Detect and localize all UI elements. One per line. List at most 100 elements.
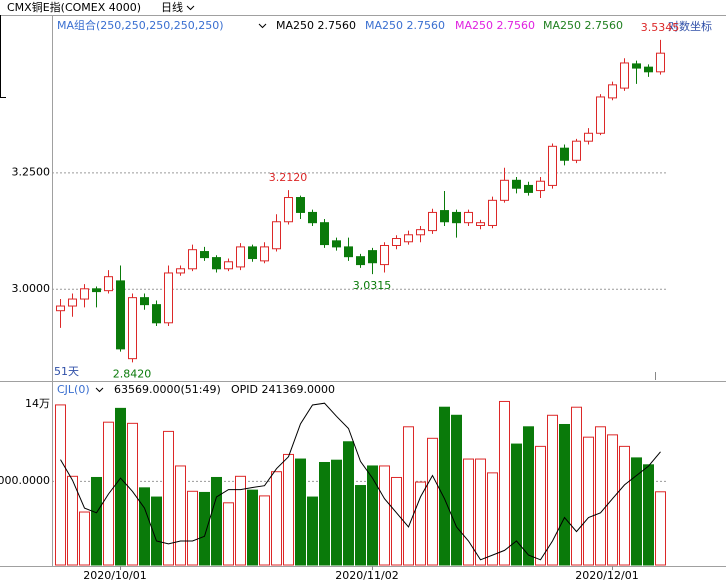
volume-bar	[91, 476, 102, 566]
candle-body	[464, 211, 473, 224]
candle-body	[152, 304, 161, 324]
candle-body	[524, 184, 533, 193]
volume-bar	[403, 426, 414, 566]
candle-body	[572, 140, 581, 161]
period-selector[interactable]: 日线	[161, 0, 183, 14]
dropdown-chevron[interactable]	[95, 387, 104, 393]
scale-toggle[interactable]: 对数坐标	[668, 19, 712, 33]
volume-bar	[415, 481, 426, 566]
candle-body	[620, 62, 629, 89]
candle-body	[356, 256, 365, 266]
candle-body	[116, 280, 125, 350]
candle-body	[476, 222, 485, 226]
candle-body	[380, 244, 389, 266]
y-tick-label: 3.0000	[12, 282, 51, 295]
candle-body	[428, 211, 437, 232]
candle-body	[224, 261, 233, 270]
volume-bar	[547, 414, 558, 566]
volume-bar	[463, 458, 474, 566]
volume-bar	[139, 487, 150, 566]
volume-bar	[163, 430, 174, 566]
candle-body	[308, 211, 317, 224]
candle-body	[92, 288, 101, 293]
volume-bar	[271, 471, 282, 566]
x-tick-label: 2020/10/01	[83, 569, 146, 582]
candle-body	[260, 246, 269, 262]
volume-bar	[151, 496, 162, 566]
dropdown-chevron[interactable]	[186, 5, 195, 11]
volume-bar	[571, 406, 582, 566]
candle-body	[368, 250, 377, 264]
candle-body	[392, 238, 401, 246]
volume-bar	[391, 476, 402, 566]
volume-bar	[643, 464, 654, 566]
candle-body	[452, 211, 461, 224]
volume-bar	[307, 496, 318, 566]
x-tick-label: 2020/11/02	[335, 569, 398, 582]
volume-bar	[355, 485, 366, 566]
volume-bar	[259, 495, 270, 566]
candle-body	[248, 246, 257, 260]
volume-bar	[595, 426, 606, 566]
candle-body	[140, 297, 149, 306]
candle-body	[128, 297, 137, 360]
candle-body	[560, 147, 569, 161]
volume-readout: 63569.0000(51:49)	[114, 383, 221, 396]
dropdown-chevron[interactable]	[258, 23, 267, 29]
volume-indicator[interactable]: CJL(0)	[57, 383, 90, 396]
indicator-selector[interactable]: MA组合(250,250,250,250,250)	[57, 18, 224, 32]
volume-bar	[523, 426, 534, 566]
extreme-label: 3.5345	[641, 21, 680, 34]
volume-bar	[451, 414, 462, 566]
candle-body	[644, 66, 653, 73]
candle-body	[68, 298, 77, 307]
y-tick-label: 3.2500	[12, 165, 51, 178]
volume-bar	[127, 422, 138, 566]
candle-body	[548, 145, 557, 186]
candle-body	[440, 210, 449, 223]
volume-bar	[79, 511, 90, 566]
candle-body	[500, 179, 509, 201]
candle-body	[176, 268, 185, 274]
volume-bar	[319, 461, 330, 566]
volume-bar	[427, 437, 438, 566]
y-tick-label: 73000.0000	[0, 474, 50, 487]
ma-label: MA250 2.7560	[365, 19, 445, 32]
volume-bar	[499, 400, 510, 566]
volume-bar	[187, 490, 198, 566]
candle-body	[632, 63, 641, 69]
candle-body	[584, 132, 593, 142]
candle-body	[344, 246, 353, 258]
candle-body	[596, 96, 605, 134]
volume-bar	[535, 445, 546, 566]
volume-bar	[607, 434, 618, 566]
candle-body	[188, 249, 197, 270]
candle-body	[404, 234, 413, 243]
volume-bar	[511, 443, 522, 566]
volume-bar	[295, 458, 306, 566]
volume-bar	[367, 465, 378, 566]
volume-bar	[67, 475, 78, 566]
candle-body	[284, 197, 293, 223]
volume-bar	[283, 453, 294, 566]
volume-bar	[583, 436, 594, 566]
candle-body	[212, 257, 221, 270]
volume-bar	[211, 476, 222, 566]
volume-bar	[331, 459, 342, 566]
candle-body	[296, 197, 305, 213]
candle-body	[536, 180, 545, 192]
volume-bar	[439, 406, 450, 566]
extreme-label: 3.0315	[353, 279, 392, 292]
candle-body	[332, 240, 341, 248]
volume-bar	[475, 458, 486, 566]
extreme-label: 2.8420	[113, 367, 152, 380]
opid-readout: OPID 241369.0000	[231, 383, 335, 396]
volume-bar	[223, 502, 234, 566]
y-tick-label: 14万	[25, 397, 50, 410]
candle-body	[272, 221, 281, 250]
volume-bar	[655, 491, 666, 566]
candle-body	[416, 229, 425, 236]
volume-bar	[619, 445, 630, 566]
candle-body	[512, 179, 521, 189]
candle-body	[200, 251, 209, 259]
